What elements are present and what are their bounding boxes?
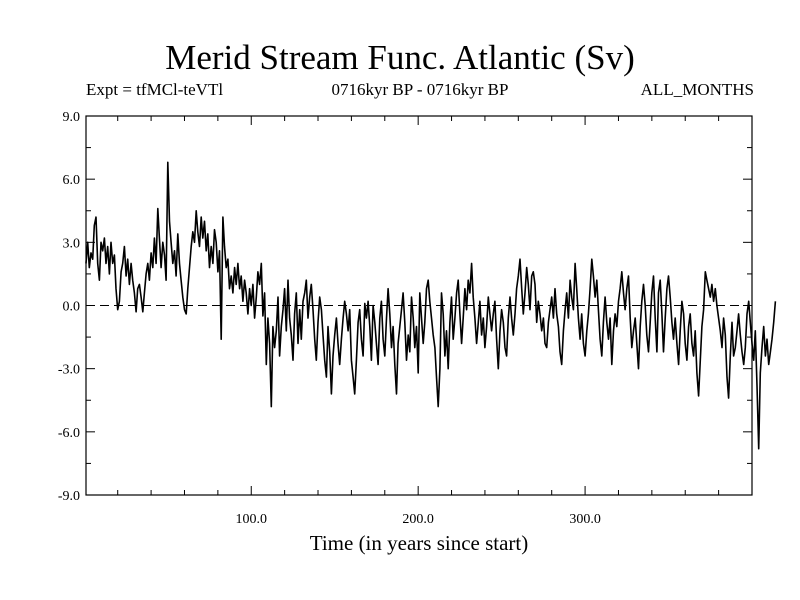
y-tick-label: 0.0 [63,300,81,315]
chart-title: Merid Stream Func. Atlantic (Sv) [165,38,635,77]
series-line [85,161,777,450]
x-tick-label: 200.0 [402,512,434,527]
y-tick-label: -6.0 [58,426,80,441]
months-label: ALL_MONTHS [640,80,754,99]
y-tick-label: 3.0 [63,236,81,251]
x-tick-label: 300.0 [569,512,601,527]
experiment-label: Expt = tfMCl-teVTl [86,80,224,99]
y-tick-label: 9.0 [63,110,81,125]
x-axis-label: Time (in years since start) [309,531,529,555]
y-tick-label: -9.0 [58,489,80,504]
y-tick-label: 6.0 [63,173,81,188]
period-label: 0716kyr BP - 0716kyr BP [331,80,509,99]
y-tick-label: -3.0 [58,363,80,378]
x-tick-label: 100.0 [235,512,267,527]
